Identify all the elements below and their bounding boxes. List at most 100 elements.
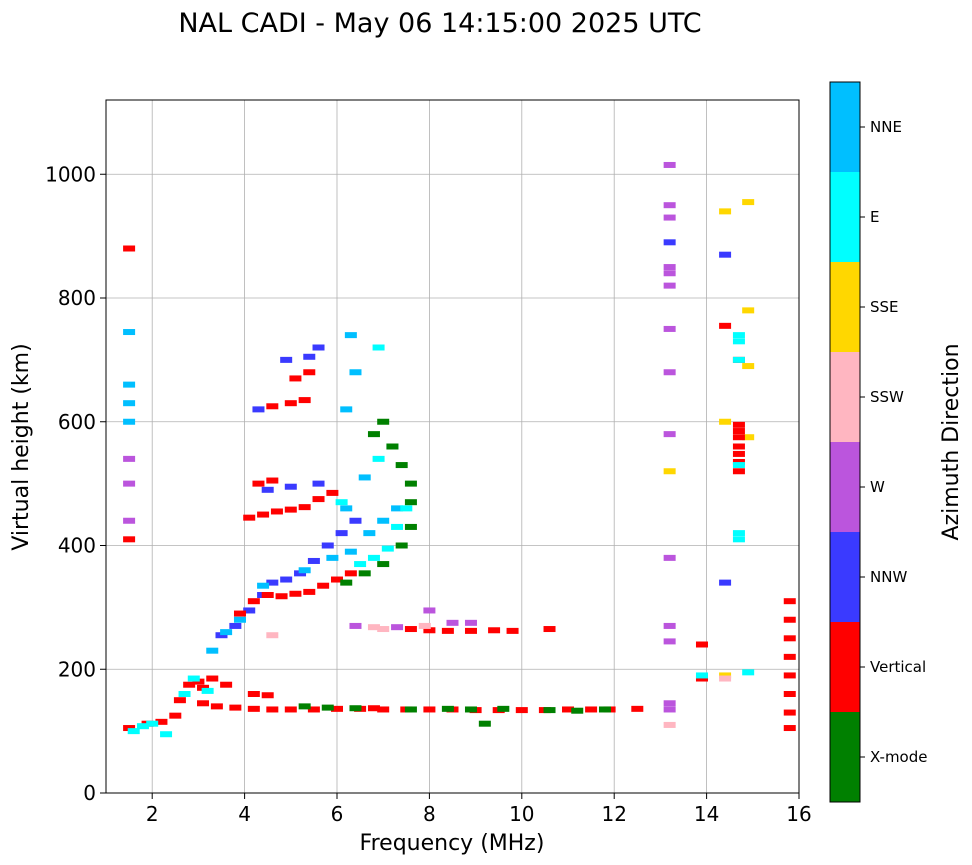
- data-point: [160, 731, 173, 738]
- data-point: [321, 542, 334, 549]
- data-point: [441, 627, 454, 634]
- data-point: [123, 725, 136, 732]
- data-point: [663, 239, 676, 246]
- data-point: [331, 705, 343, 712]
- data-point: [284, 706, 297, 713]
- data-point: [210, 703, 223, 710]
- colorbar-frame: [829, 81, 861, 803]
- data-point: [123, 536, 136, 543]
- data-point: [335, 530, 348, 537]
- x-tick-label: 10: [509, 802, 534, 826]
- data-point: [663, 468, 676, 475]
- data-point: [783, 635, 796, 642]
- data-point: [695, 675, 708, 682]
- data-point: [391, 624, 404, 631]
- data-point: [732, 356, 745, 363]
- data-point: [663, 706, 676, 713]
- data-point: [340, 406, 353, 413]
- data-point: [252, 480, 265, 487]
- plot-frame: [105, 99, 800, 794]
- data-point: [719, 418, 732, 425]
- data-point: [719, 208, 732, 215]
- data-point: [732, 434, 745, 441]
- data-point: [349, 622, 362, 629]
- data-point: [663, 431, 676, 438]
- colorbar: X-mode Vertical NNW W SSW SSE E NNE: [829, 81, 927, 803]
- data-point: [464, 627, 477, 634]
- data-point: [367, 431, 380, 438]
- data-point: [123, 480, 136, 487]
- data-point: [220, 681, 233, 688]
- data-point: [543, 707, 556, 714]
- data-point: [663, 202, 676, 209]
- data-point: [732, 421, 745, 428]
- data-point: [732, 458, 745, 465]
- data-point: [783, 653, 796, 660]
- data-point: [261, 592, 274, 598]
- data-point: [631, 705, 644, 712]
- data-point: [783, 725, 796, 732]
- data-point: [695, 672, 708, 679]
- data-point: [732, 443, 745, 450]
- data-point: [663, 721, 676, 728]
- x-tick-label: 14: [694, 802, 719, 826]
- data-point: [233, 610, 246, 617]
- data-point: [243, 514, 256, 521]
- data-point: [266, 403, 279, 410]
- colorbar-tick-label: X-mode: [870, 748, 927, 766]
- data-point: [423, 627, 436, 634]
- data-point: [344, 548, 357, 555]
- data-point: [192, 678, 205, 685]
- data-point: [146, 720, 159, 727]
- data-point: [742, 199, 755, 206]
- data-point: [732, 536, 745, 543]
- colorbar-tick-label: NNE: [870, 118, 902, 136]
- data-point: [446, 619, 459, 626]
- data-point: [307, 706, 320, 713]
- data-point: [178, 691, 191, 697]
- data-point: [783, 598, 796, 605]
- data-point: [719, 251, 732, 258]
- colorbar-tick-label: NNW: [870, 568, 907, 586]
- x-tick-label: 4: [238, 802, 251, 826]
- data-point: [783, 672, 796, 679]
- data-point: [312, 480, 325, 487]
- data-point: [247, 598, 260, 605]
- y-tick-label: 600: [58, 410, 96, 434]
- data-point: [266, 706, 279, 713]
- data-point: [349, 705, 362, 712]
- data-point: [326, 489, 339, 496]
- data-point: [585, 706, 598, 713]
- data-point: [252, 406, 265, 413]
- colorbar-segment: [830, 262, 860, 352]
- y-tick-label: 200: [58, 657, 96, 681]
- data-point: [307, 557, 320, 564]
- data-point: [404, 523, 417, 530]
- y-tick-label: 0: [83, 781, 96, 805]
- data-point: [123, 517, 136, 524]
- data-point: [418, 622, 431, 629]
- data-point: [187, 675, 200, 682]
- data-point: [377, 626, 390, 633]
- data-point: [123, 245, 136, 252]
- data-point: [488, 627, 501, 634]
- data-point: [123, 381, 136, 388]
- data-point: [719, 672, 732, 679]
- data-point: [663, 325, 676, 332]
- data-point: [386, 443, 399, 450]
- y-tick-label: 400: [58, 534, 96, 558]
- data-point: [742, 434, 755, 441]
- data-point: [284, 506, 297, 513]
- data-point: [783, 616, 796, 623]
- x-tick-label: 8: [423, 802, 436, 826]
- data-point: [294, 570, 307, 577]
- data-point: [391, 523, 404, 530]
- data-point: [270, 508, 283, 515]
- data-point: [197, 700, 210, 707]
- data-point: [400, 505, 413, 512]
- plot-area: [105, 99, 800, 794]
- data-point: [331, 576, 343, 583]
- colorbar-tick-label: SSE: [870, 298, 899, 316]
- data-point: [732, 332, 745, 339]
- data-point: [732, 428, 745, 435]
